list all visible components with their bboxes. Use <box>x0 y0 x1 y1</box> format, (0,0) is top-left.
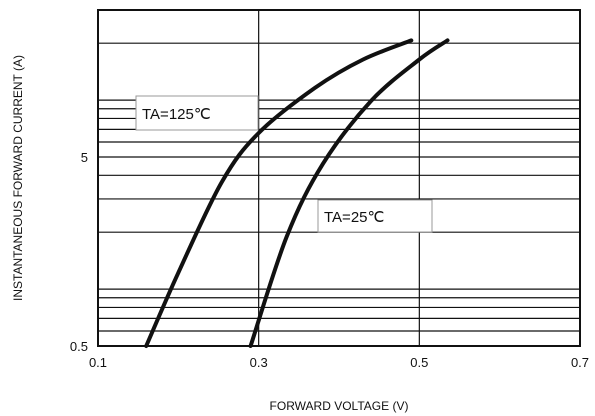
x-tick-label: 0.7 <box>571 355 589 370</box>
series-label-text: TA=125℃ <box>142 106 211 123</box>
series-labels: TA=125℃ TA=25℃ <box>135 95 433 233</box>
x-tick-label: 0.1 <box>89 355 107 370</box>
y-axis-title: INSTANTANEOUS FORWARD CURRENT (A) <box>11 55 25 301</box>
x-tick-label: 0.5 <box>410 355 428 370</box>
series-label-box <box>317 199 433 233</box>
y-tick-label: 0.5 <box>70 339 88 354</box>
series-label-box <box>135 95 259 131</box>
series-line-2 <box>248 38 450 348</box>
plot-frame <box>97 9 581 347</box>
series-label-2: TA=25℃ <box>317 199 433 233</box>
x-tick-label: 0.3 <box>250 355 268 370</box>
series-label-text: TA=25℃ <box>324 209 384 226</box>
series-label-1: TA=125℃ <box>135 95 259 131</box>
series-line-1 <box>144 38 414 348</box>
x-axis-title: FORWARD VOLTAGE (V) <box>270 399 409 413</box>
y-tick-label: 5 <box>81 150 88 165</box>
tick-labels: 0.1 0.3 0.5 0.7 0.5 5 <box>70 150 589 370</box>
grid <box>98 10 580 346</box>
series-layer <box>144 38 450 348</box>
